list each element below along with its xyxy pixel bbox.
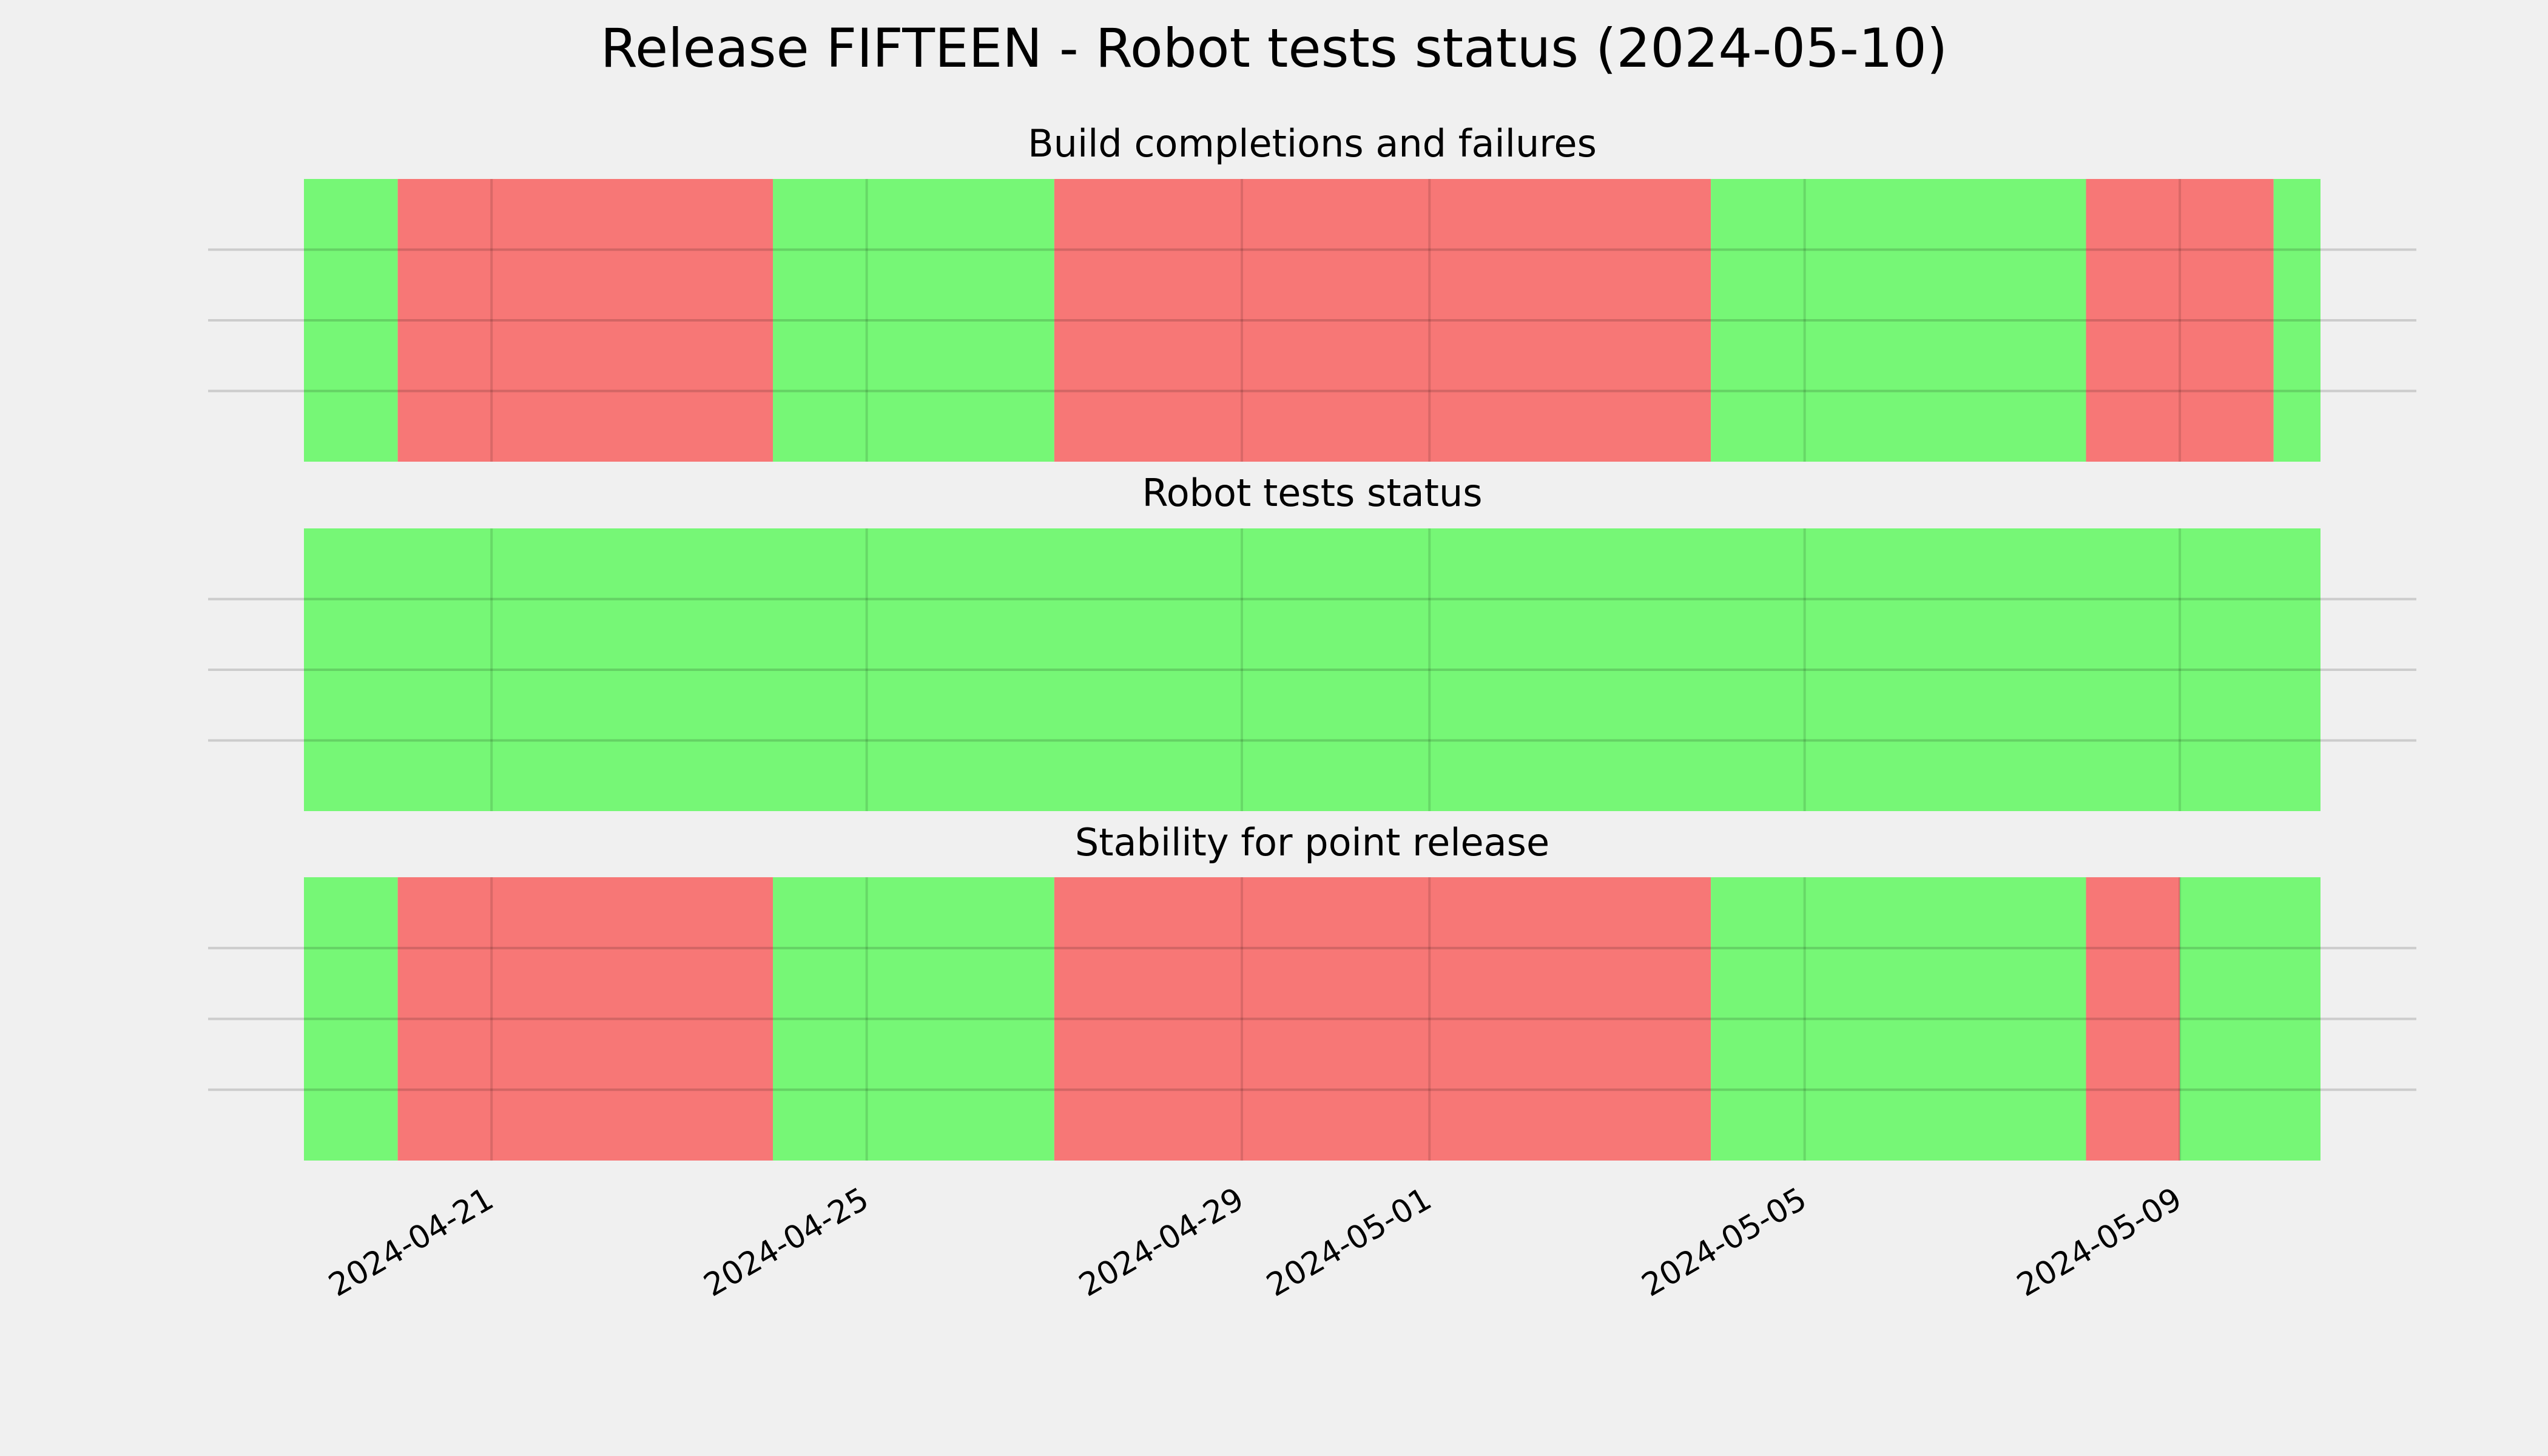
panel-title: Build completions and failures <box>1028 121 1597 166</box>
status-segment <box>773 179 1054 462</box>
panel-title: Stability for point release <box>1075 820 1549 864</box>
status-segment <box>397 179 774 462</box>
status-segment <box>1711 179 2086 462</box>
status-segment <box>1054 877 1711 1161</box>
status-segment <box>773 877 1054 1161</box>
status-segment <box>304 528 2320 811</box>
status-segment <box>1711 877 2086 1161</box>
status-segment <box>1054 179 1711 462</box>
status-segment <box>2180 877 2320 1161</box>
status-segment <box>304 877 398 1161</box>
status-segment <box>304 179 398 462</box>
status-segment <box>2086 179 2274 462</box>
chart-title: Release FIFTEEN - Robot tests status (20… <box>601 17 1947 79</box>
status-segment <box>2086 877 2180 1161</box>
status-segment <box>397 877 774 1161</box>
status-segment <box>2273 179 2320 462</box>
panel-title: Robot tests status <box>1142 471 1482 515</box>
